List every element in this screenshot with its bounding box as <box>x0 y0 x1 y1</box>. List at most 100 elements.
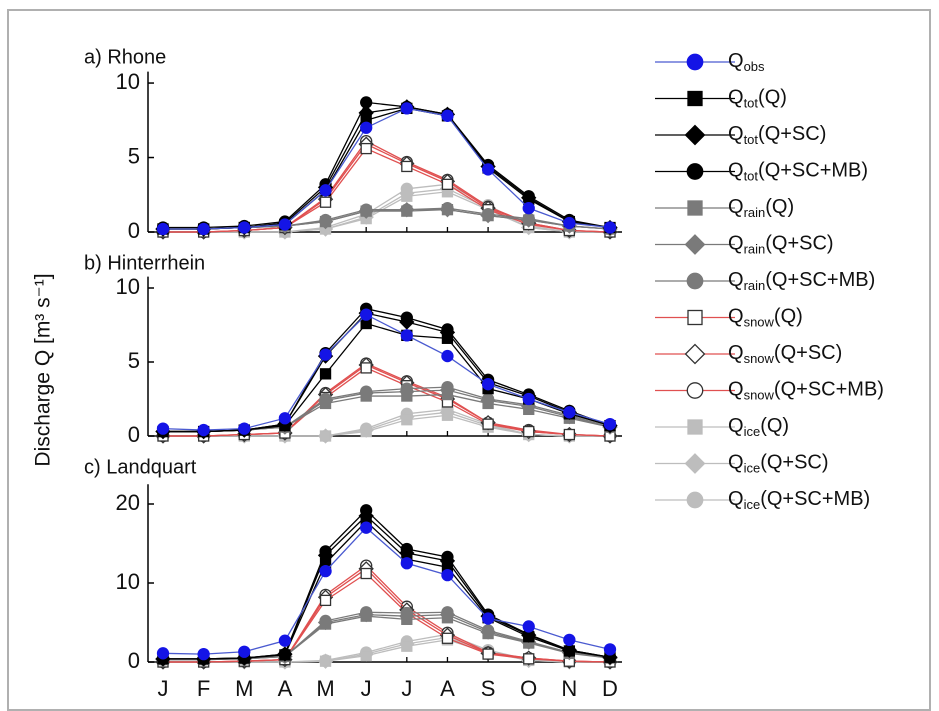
marker-circle <box>686 53 704 71</box>
x-tick-label: A <box>440 676 455 701</box>
legend-label-part: tot <box>744 96 759 111</box>
legend-label-part: Q <box>728 415 744 437</box>
legend-label-part: (Q+SC+MB) <box>774 379 884 401</box>
marker-square <box>279 649 291 661</box>
marker-square <box>360 142 372 155</box>
legend-label: Qsnow(Q+SC) <box>728 342 842 366</box>
legend-label-part: Q <box>728 233 744 255</box>
legend-label-part: (Q) <box>774 306 803 328</box>
y-axis-label: Discharge Q [m³ s⁻¹] <box>32 273 55 466</box>
legend-label: Qsnow(Q+SC+MB) <box>728 379 884 403</box>
legend-label: Qtot(Q+SC+MB) <box>728 160 868 184</box>
y-tick-label: 0 <box>128 218 140 243</box>
legend-label-part: Q <box>728 160 744 182</box>
marker-square <box>360 650 372 662</box>
marker-square <box>401 414 413 426</box>
marker-square <box>523 631 535 643</box>
y-tick-label: 5 <box>128 143 140 168</box>
marker-square <box>319 655 332 667</box>
x-tick-label: O <box>520 676 537 701</box>
legend-label-part: snow <box>744 388 775 403</box>
y-tick-label: 10 <box>116 569 140 594</box>
marker-circle <box>686 272 704 290</box>
marker-square <box>482 418 494 430</box>
marker-square <box>319 430 332 442</box>
legend-label-part: Q <box>728 269 744 291</box>
legend-label: Qtot(Q+SC) <box>728 123 826 147</box>
legend-label-part: Q <box>728 342 744 364</box>
marker-square <box>441 612 454 624</box>
series-line <box>163 572 611 663</box>
panel-title: c) Landquart <box>84 456 197 478</box>
legend-label-part: Q <box>728 87 744 109</box>
marker-square <box>687 90 703 107</box>
marker-circle <box>400 102 413 115</box>
marker-circle <box>481 378 495 391</box>
marker-square <box>360 567 372 580</box>
marker-circle <box>197 647 210 661</box>
marker-square <box>360 610 372 622</box>
legend-label-part: rain <box>744 278 766 293</box>
series-line <box>163 615 611 661</box>
marker-square <box>401 205 413 217</box>
series-line <box>163 367 611 437</box>
legend-label-part: ice <box>744 497 761 512</box>
legend-label-part: ice <box>744 424 761 439</box>
marker-square <box>482 209 494 222</box>
legend-label: Qice(Q+SC) <box>728 452 829 476</box>
marker-square <box>319 594 332 607</box>
x-tick-label: N <box>561 676 577 701</box>
marker-square <box>441 388 454 401</box>
legend-label-part: tot <box>744 169 759 184</box>
marker-circle <box>563 216 576 230</box>
marker-diamond <box>684 124 706 146</box>
marker-circle <box>400 557 413 570</box>
legend-label-part: (Q+SC+MB) <box>760 488 870 510</box>
marker-diamond <box>684 453 706 474</box>
marker-square <box>401 190 413 202</box>
marker-square <box>687 200 703 216</box>
legend-label-part: Q <box>728 50 744 72</box>
marker-circle <box>522 620 535 633</box>
marker-circle <box>522 392 535 406</box>
series-line <box>163 183 610 233</box>
marker-square <box>360 362 372 374</box>
marker-circle <box>238 645 251 658</box>
legend-label: Qice(Q+SC+MB) <box>728 488 870 512</box>
legend-label-part: (Q+SC) <box>765 233 833 255</box>
x-tick-label: S <box>481 676 496 701</box>
legend-label: Qice(Q) <box>728 415 789 439</box>
legend-label-part: (Q) <box>760 415 789 437</box>
panel-title: a) Rhone <box>84 46 166 68</box>
legend-label-part: tot <box>744 132 759 147</box>
marker-square <box>441 332 454 344</box>
marker-square <box>482 648 494 660</box>
marker-square <box>441 632 454 644</box>
marker-square <box>401 640 413 652</box>
marker-circle <box>400 329 413 342</box>
legend-label: Qsnow(Q) <box>728 306 803 330</box>
legend-label-part: (Q) <box>758 87 787 109</box>
legend-label-part: ice <box>744 461 761 476</box>
marker-circle <box>278 412 292 425</box>
series-line <box>163 322 611 433</box>
marker-diamond <box>399 314 415 330</box>
legend-label-part: (Q+SC+MB) <box>765 269 875 291</box>
x-tick-label: F <box>197 676 210 701</box>
series-line <box>163 107 611 230</box>
marker-square <box>523 425 535 438</box>
marker-square <box>482 397 494 410</box>
legend-label-part: Q <box>728 306 744 328</box>
marker-circle <box>603 643 617 656</box>
legend-label-part: (Q+SC) <box>774 342 842 364</box>
marker-square <box>360 425 372 438</box>
marker-circle <box>278 218 292 231</box>
marker-circle <box>360 521 373 534</box>
y-tick-label: 10 <box>116 274 140 299</box>
marker-square <box>319 196 332 208</box>
marker-circle <box>156 222 170 236</box>
y-tick-label: 0 <box>128 648 140 673</box>
series-line <box>163 191 610 233</box>
series-line <box>163 520 611 660</box>
legend-label-part: rain <box>744 242 766 257</box>
